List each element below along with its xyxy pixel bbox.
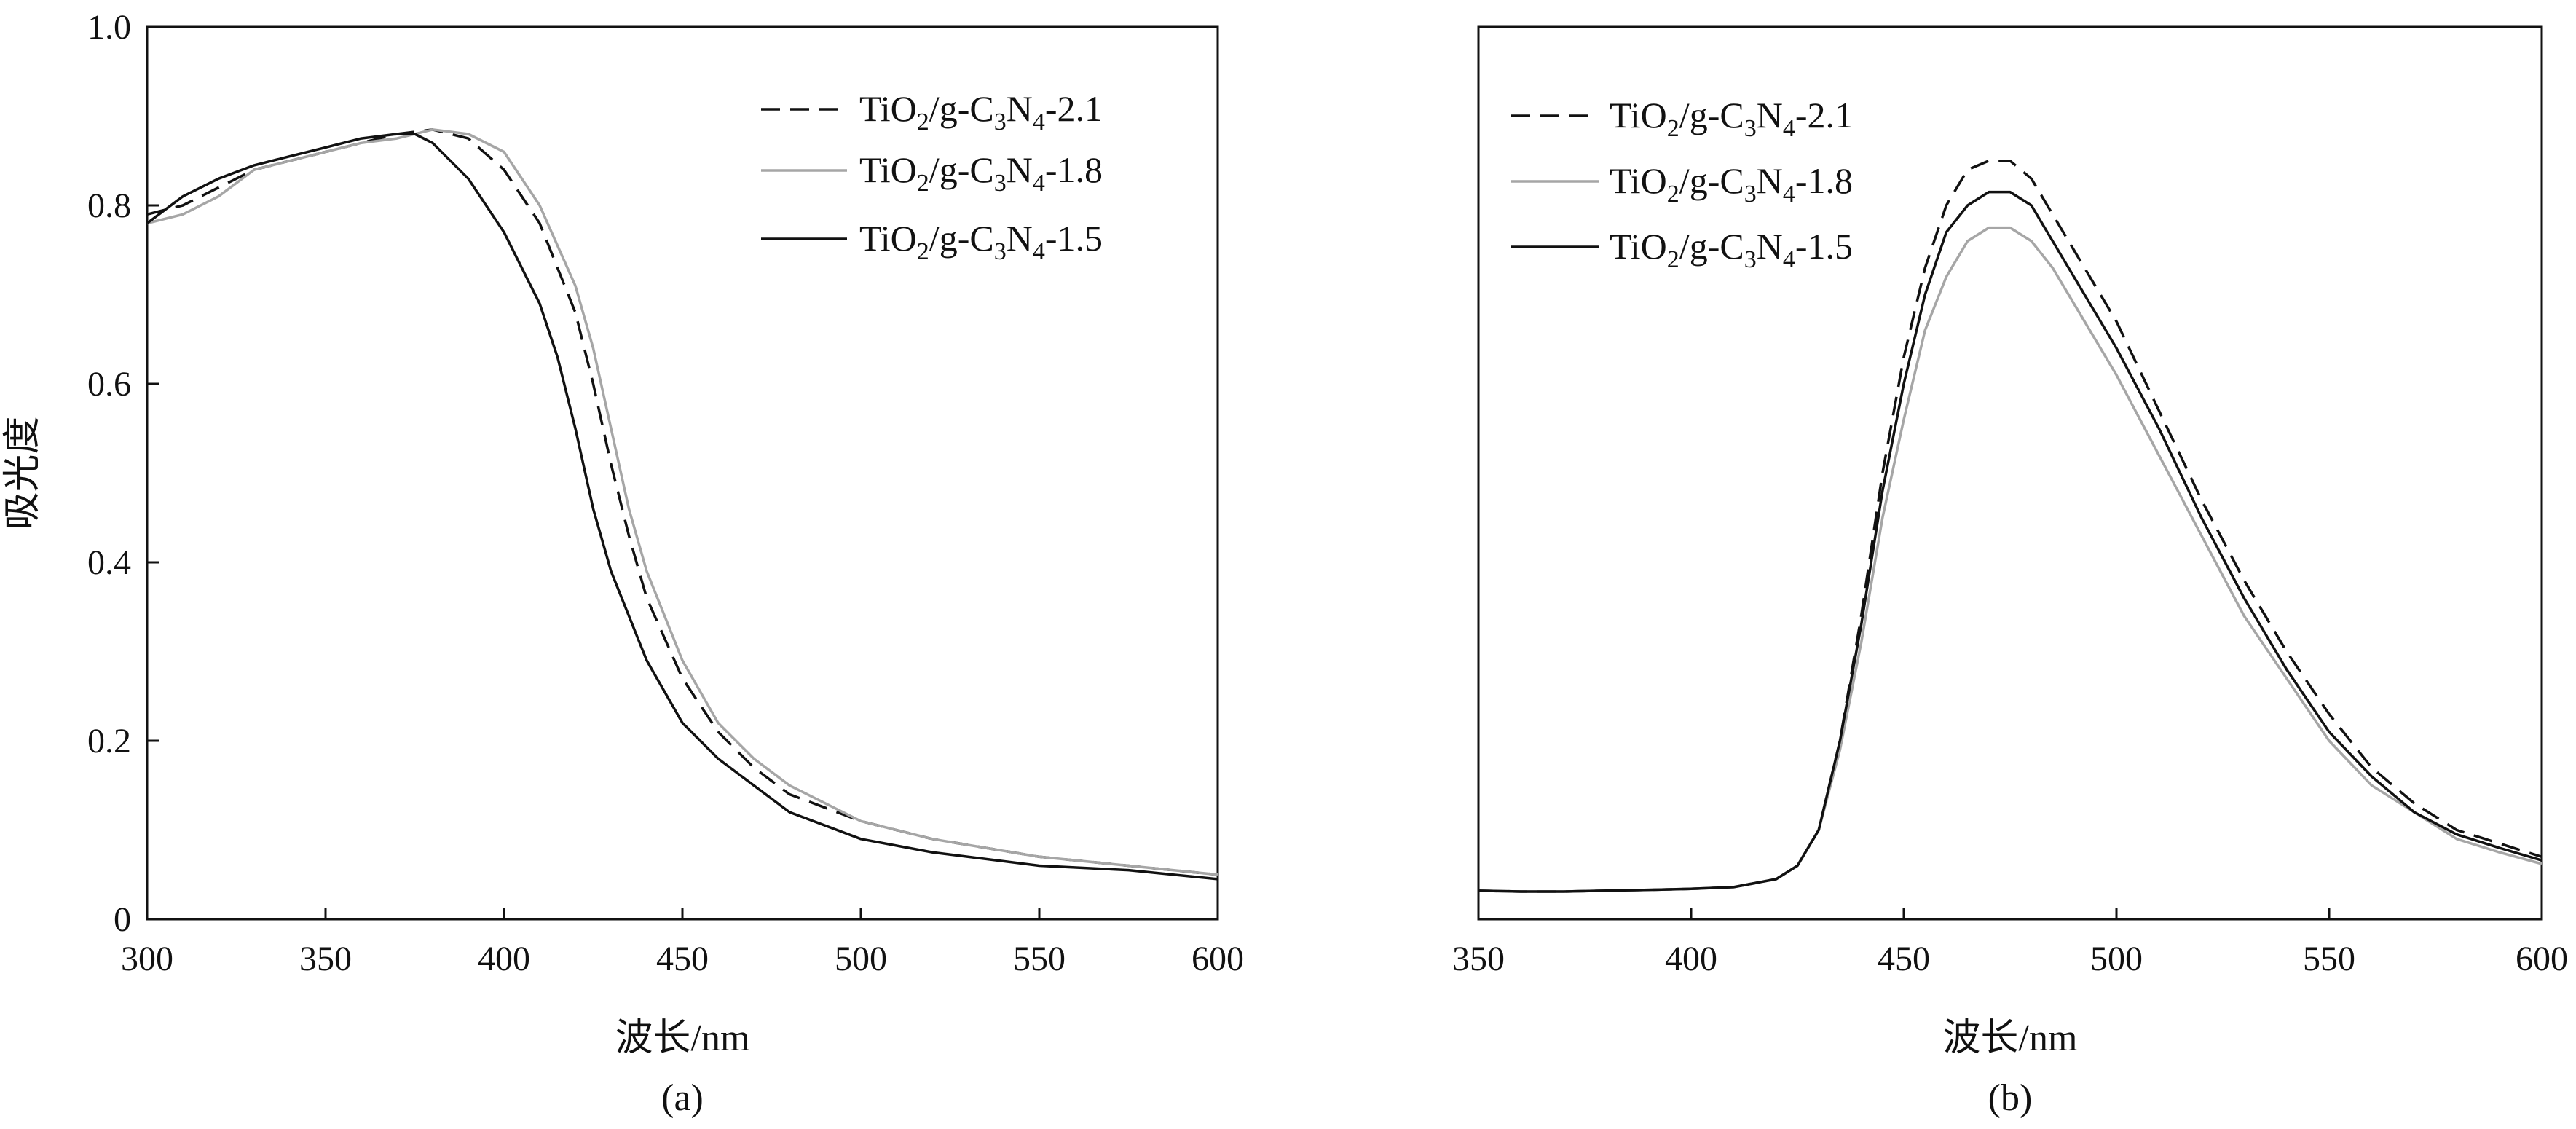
legend-label-2: TiO2/g-C3N4-1.8 <box>859 149 1103 197</box>
x-tick-label: 500 <box>2090 940 2143 978</box>
chart-panel-a: 300 350 400 450 500 550 600 0 0.2 0.4 0.6 0.8 1.0 TiO… <box>2 8 1244 1119</box>
y-tick-label: 0 <box>114 900 131 939</box>
series-line-3 <box>1478 190 2542 893</box>
legend-label-1: TiO2/g-C3N4-2.1 <box>1610 95 1853 142</box>
y-tick-label: 0.4 <box>87 543 131 582</box>
y-tick-label: 0.2 <box>87 722 131 760</box>
x-tick-label: 600 <box>2516 940 2568 978</box>
x-tick-label: 500 <box>835 940 887 978</box>
y-axis-label: 吸光度 <box>2 416 44 530</box>
chart-panel-b: 350 400 450 500 550 600 TiO2/g-C3N4-2.1 TiO2/g-… <box>1452 25 2568 1119</box>
x-axis-label: 波长/nm <box>615 1018 750 1059</box>
x-tick-label: 600 <box>1192 940 1244 978</box>
x-tick-label: 350 <box>299 940 352 978</box>
x-tick-label: 550 <box>2303 940 2355 978</box>
y-tick-label: 0.8 <box>87 186 131 225</box>
series-line-2 <box>146 128 1218 876</box>
plot-frame <box>1477 25 2543 921</box>
y-tick-label: 0.6 <box>87 365 131 404</box>
x-tick-label: 550 <box>1013 940 1066 978</box>
legend-label-1: TiO2/g-C3N4-2.1 <box>859 88 1103 135</box>
legend-label-2: TiO2/g-C3N4-1.8 <box>1610 160 1853 208</box>
series-line-3 <box>146 133 1218 881</box>
panel-label: (b) <box>1988 1077 2033 1119</box>
x-tick-label: 400 <box>478 940 530 978</box>
x-tick-label: 400 <box>1665 940 1717 978</box>
x-axis-label: 波长/nm <box>1943 1018 2078 1059</box>
panel-label: (a) <box>661 1077 704 1119</box>
x-tick-label: 450 <box>656 940 709 978</box>
legend-label-3: TiO2/g-C3N4-1.5 <box>1610 226 1853 273</box>
x-tick-label: 450 <box>1878 940 1930 978</box>
x-tick-label: 350 <box>1452 940 1505 978</box>
y-tick-label: 1.0 <box>87 8 131 47</box>
x-tick-label: 300 <box>121 940 173 978</box>
legend-label-3: TiO2/g-C3N4-1.5 <box>859 218 1103 265</box>
series-line-1 <box>1478 160 2542 893</box>
series-line-2 <box>1478 226 2542 893</box>
